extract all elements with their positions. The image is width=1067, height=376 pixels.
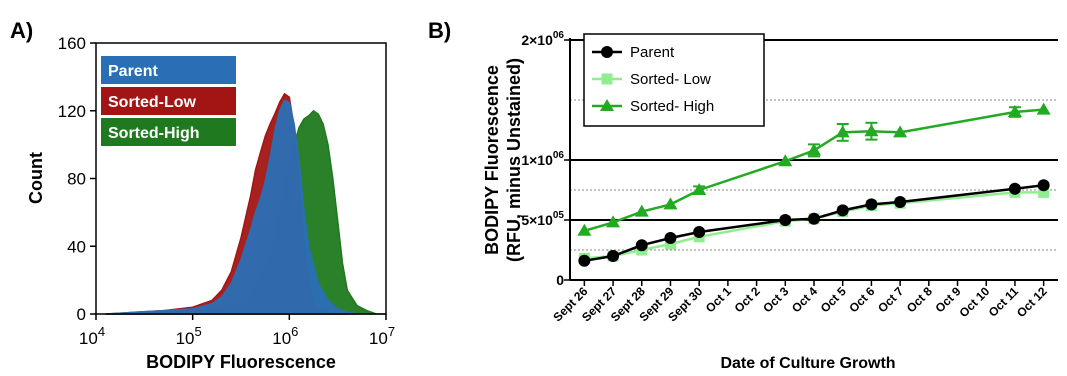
marker-sorted-high <box>1007 105 1022 117</box>
marker-sorted-low <box>1038 186 1050 198</box>
line-chart-x-tick-label: Oct 8 <box>904 284 935 315</box>
histogram-y-tick-label: 160 <box>58 34 86 53</box>
line-chart-y-tick-label: 0 <box>556 272 564 288</box>
line-chart-legend-label: Sorted- Low <box>630 71 711 88</box>
marker-sorted-high <box>778 154 793 167</box>
line-chart-x-tick-label: Oct 1 <box>703 284 734 315</box>
line-chart-series-group <box>577 102 1051 267</box>
histogram-x-axis-title: BODIPY Fluorescence <box>146 352 336 372</box>
marker-sorted-high <box>864 124 879 137</box>
line-chart-x-axis-title: Date of Culture Growth <box>720 355 895 372</box>
line-chart-x-tick-label: Oct 3 <box>760 284 791 315</box>
histogram-legend-swatch <box>101 56 236 84</box>
histogram-y-axis-title: Count <box>26 152 46 204</box>
marker-parent <box>664 232 677 244</box>
line-chart-y-axis-title: BODIPY Fluorescence <box>482 65 502 255</box>
histogram-y-tick-label: 40 <box>67 237 86 256</box>
line-chart-y-tick-label: 2×1006 <box>521 30 564 48</box>
marker-parent <box>693 226 706 238</box>
marker-sorted-high <box>893 125 908 138</box>
marker-sorted-high <box>692 183 707 195</box>
marker-parent <box>865 198 878 211</box>
histogram-y-ticks: 0 40 80 120 160 <box>58 34 96 324</box>
histogram-legend-swatch <box>101 87 236 115</box>
marker-sorted-high <box>1036 102 1051 115</box>
line-chart-x-tick-label: Oct 12 <box>1014 284 1050 320</box>
marker-parent <box>1008 182 1021 195</box>
histogram-y-tick-label: 120 <box>58 102 86 121</box>
panel-label-b: B) <box>428 18 451 43</box>
histogram-x-tick-label: 107 <box>369 324 395 348</box>
line-chart-x-tick-label: Oct 10 <box>957 284 993 320</box>
histogram-x-tick-label: 106 <box>272 324 298 348</box>
line-chart-x-tick-label: Oct 2 <box>732 284 763 315</box>
histogram-legend-label: Sorted-High <box>108 125 200 142</box>
line-chart-x-tick-label: Oct 11 <box>986 284 1022 320</box>
marker-parent <box>894 196 907 208</box>
line-chart-legend-marker <box>601 73 613 85</box>
histogram-legend-swatch <box>101 118 236 146</box>
line-sorted-low <box>584 191 1044 260</box>
marker-parent <box>779 214 792 226</box>
histogram-x-tick-label: 104 <box>79 324 105 348</box>
line-chart-x-tick-label: Oct 4 <box>789 284 820 315</box>
marker-parent <box>808 212 820 225</box>
line-chart-x-tick-label: Oct 7 <box>875 284 906 315</box>
panel-label-a: A) <box>10 18 33 43</box>
line-chart-y-tick-label: 5×1005 <box>521 210 564 228</box>
line-chart-y-ticks: 0 5×1005 1×1006 2×1006 <box>521 30 570 288</box>
line-chart-legend-marker <box>601 46 613 58</box>
marker-parent <box>578 254 591 267</box>
line-chart-x-tick-label: Oct 6 <box>846 284 877 315</box>
marker-parent <box>836 204 849 217</box>
line-sorted-high <box>584 108 1044 232</box>
line-chart-y-tick-label: 1×1006 <box>521 150 564 168</box>
marker-parent <box>607 250 620 262</box>
line-chart-legend-marker <box>600 99 614 111</box>
marker-sorted-high <box>606 215 621 228</box>
marker-sorted-high <box>577 223 592 236</box>
marker-sorted-high <box>807 143 821 156</box>
histogram-y-tick-label: 0 <box>77 305 86 324</box>
marker-parent <box>1037 179 1050 192</box>
histogram-x-tick-label: 105 <box>176 324 202 348</box>
line-chart-legend-label: Sorted- High <box>630 98 714 115</box>
marker-sorted-high <box>835 125 850 138</box>
histogram-area-parent <box>105 99 358 315</box>
histogram-legend: Parent Sorted-Low Sorted-High <box>101 56 236 146</box>
histogram-series-group <box>105 92 386 315</box>
histogram-panel: 0 40 80 120 160 104 105 106 107 Count BODIPY Fl… <box>26 34 395 372</box>
histogram-y-tick-label: 80 <box>67 170 86 189</box>
marker-sorted-high <box>634 204 649 217</box>
line-chart-legend-label: Parent <box>630 44 675 61</box>
line-chart-x-tick-label: Oct 5 <box>818 284 849 315</box>
histogram-x-ticks: 104 105 106 107 <box>79 314 395 348</box>
histogram-legend-label: Sorted-Low <box>108 94 197 111</box>
line-chart-y-axis-subtitle: (RFU, minus Unstained) <box>504 58 524 262</box>
line-chart-legend: Parent Sorted- Low Sorted- High <box>583 33 765 127</box>
histogram-legend-label: Parent <box>108 63 158 80</box>
marker-sorted-high <box>663 197 678 210</box>
marker-parent <box>635 239 648 252</box>
